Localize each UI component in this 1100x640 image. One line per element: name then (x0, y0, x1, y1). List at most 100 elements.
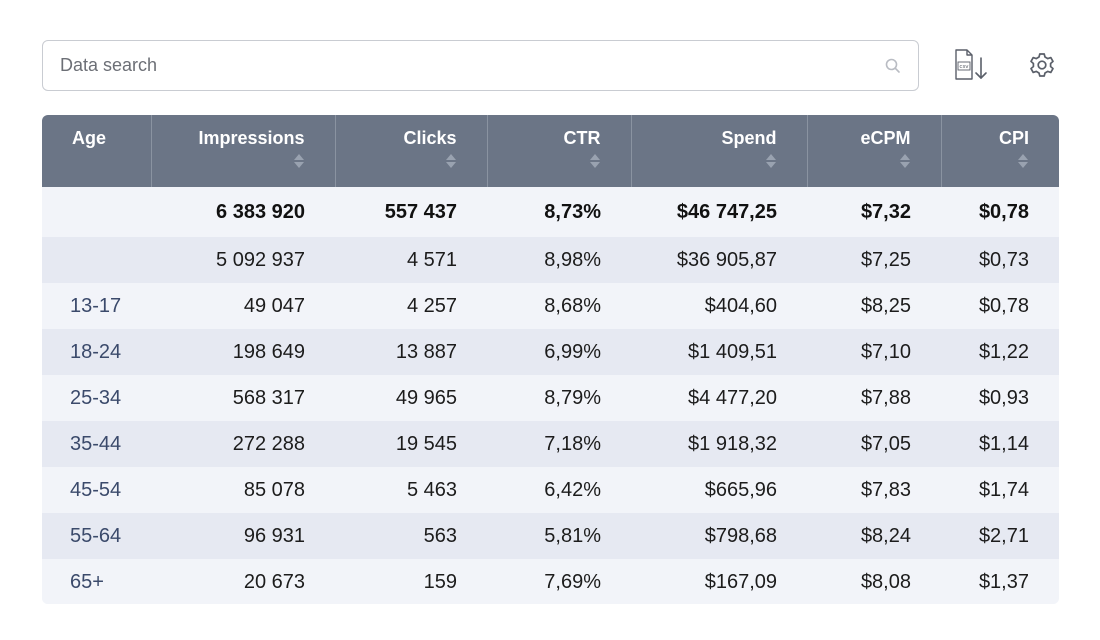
cell-age: 18-24 (42, 329, 151, 375)
cell-ecpm: $7,10 (807, 329, 941, 375)
cell-impressions: 49 047 (151, 283, 335, 329)
cell-impressions: 5 092 937 (151, 237, 335, 283)
cell-ecpm: $7,05 (807, 421, 941, 467)
cell-cpi: $1,14 (941, 421, 1059, 467)
table-row: 65+ 20 673 159 7,69% $167,09 $8,08 $1,37 (42, 559, 1059, 604)
cell-spend: $404,60 (631, 283, 807, 329)
cell-spend: $167,09 (631, 559, 807, 604)
cell-ecpm: $7,32 (807, 187, 941, 237)
cell-clicks: 13 887 (335, 329, 487, 375)
cell-clicks: 563 (335, 513, 487, 559)
column-label: Impressions (198, 128, 305, 148)
search-input[interactable] (43, 41, 918, 90)
cell-ctr: 8,73% (487, 187, 631, 237)
cell-ctr: 8,79% (487, 375, 631, 421)
cell-spend: $1 409,51 (631, 329, 807, 375)
column-header-spend[interactable]: Spend (630, 115, 807, 187)
cell-age: 13-17 (42, 283, 151, 329)
cell-spend: $46 747,25 (631, 187, 807, 237)
cell-cpi: $2,71 (941, 513, 1059, 559)
cell-age: 25-34 (42, 375, 151, 421)
csv-download-icon: csv (955, 49, 987, 80)
cell-age: 45-54 (42, 467, 151, 513)
cell-clicks: 19 545 (335, 421, 487, 467)
cell-clicks: 159 (335, 559, 487, 604)
cell-impressions: 6 383 920 (151, 187, 335, 237)
cell-spend: $36 905,87 (631, 237, 807, 283)
search-icon[interactable] (884, 57, 902, 75)
table-row: 25-34 568 317 49 965 8,79% $4 477,20 $7,… (42, 375, 1059, 421)
table-row: 45-54 85 078 5 463 6,42% $665,96 $7,83 $… (42, 467, 1059, 513)
column-header-impressions[interactable]: Impressions (150, 115, 335, 187)
column-header-age: Age (42, 115, 151, 187)
cell-spend: $1 918,32 (631, 421, 807, 467)
cell-impressions: 85 078 (151, 467, 335, 513)
sort-icon[interactable] (445, 153, 457, 169)
cell-ecpm: $8,24 (807, 513, 941, 559)
cell-clicks: 4 257 (335, 283, 487, 329)
cell-cpi: $1,74 (941, 467, 1059, 513)
cell-ctr: 6,42% (487, 467, 631, 513)
totals-row: 6 383 920 557 437 8,73% $46 747,25 $7,32… (42, 187, 1059, 237)
cell-ctr: 7,69% (487, 559, 631, 604)
column-label: Clicks (403, 128, 457, 148)
cell-clicks: 5 463 (335, 467, 487, 513)
cell-cpi: $1,37 (941, 559, 1059, 604)
sort-icon[interactable] (899, 153, 911, 169)
csv-download-button[interactable]: csv (951, 46, 991, 86)
cell-ctr: 8,98% (487, 237, 631, 283)
table-header-row: Age Impressions Clicks CTR Spend (42, 115, 1059, 187)
cell-age: 55-64 (42, 513, 151, 559)
cell-age (42, 237, 151, 283)
cell-ctr: 5,81% (487, 513, 631, 559)
cell-impressions: 96 931 (151, 513, 335, 559)
cell-cpi: $0,93 (941, 375, 1059, 421)
cell-ctr: 6,99% (487, 329, 631, 375)
sort-icon[interactable] (589, 153, 601, 169)
cell-cpi: $1,22 (941, 329, 1059, 375)
cell-impressions: 568 317 (151, 375, 335, 421)
column-header-ctr[interactable]: CTR (486, 115, 631, 187)
sort-icon[interactable] (293, 153, 305, 169)
column-label: CTR (563, 128, 601, 148)
cell-cpi: $0,73 (941, 237, 1059, 283)
cell-age: 65+ (42, 559, 151, 604)
cell-spend: $4 477,20 (631, 375, 807, 421)
cell-age (42, 187, 151, 237)
cell-ecpm: $7,25 (807, 237, 941, 283)
cell-ecpm: $7,88 (807, 375, 941, 421)
cell-cpi: $0,78 (941, 187, 1059, 237)
cell-ctr: 8,68% (487, 283, 631, 329)
column-label: Age (72, 128, 107, 148)
sort-icon[interactable] (1017, 153, 1029, 169)
column-label: Spend (721, 128, 777, 148)
table-row: 13-17 49 047 4 257 8,68% $404,60 $8,25 $… (42, 283, 1059, 329)
search-box[interactable] (42, 40, 919, 91)
cell-clicks: 557 437 (335, 187, 487, 237)
settings-button[interactable] (1022, 46, 1062, 86)
column-label: CPI (998, 128, 1029, 148)
cell-ecpm: $8,08 (807, 559, 941, 604)
cell-clicks: 4 571 (335, 237, 487, 283)
sort-icon[interactable] (765, 153, 777, 169)
cell-clicks: 49 965 (335, 375, 487, 421)
cell-ctr: 7,18% (487, 421, 631, 467)
column-header-ecpm[interactable]: eCPM (806, 115, 941, 187)
cell-spend: $798,68 (631, 513, 807, 559)
cell-spend: $665,96 (631, 467, 807, 513)
cell-ecpm: $7,83 (807, 467, 941, 513)
table-row: 5 092 937 4 571 8,98% $36 905,87 $7,25 $… (42, 237, 1059, 283)
age-stats-table: Age Impressions Clicks CTR Spend (42, 115, 1059, 604)
cell-impressions: 20 673 (151, 559, 335, 604)
cell-impressions: 272 288 (151, 421, 335, 467)
column-header-clicks[interactable]: Clicks (334, 115, 487, 187)
svg-text:csv: csv (959, 64, 969, 70)
gear-icon (1030, 53, 1054, 77)
table-row: 35-44 272 288 19 545 7,18% $1 918,32 $7,… (42, 421, 1059, 467)
cell-cpi: $0,78 (941, 283, 1059, 329)
table-row: 55-64 96 931 563 5,81% $798,68 $8,24 $2,… (42, 513, 1059, 559)
column-header-cpi[interactable]: CPI (940, 115, 1059, 187)
table-row: 18-24 198 649 13 887 6,99% $1 409,51 $7,… (42, 329, 1059, 375)
cell-ecpm: $8,25 (807, 283, 941, 329)
column-label: eCPM (860, 128, 911, 148)
